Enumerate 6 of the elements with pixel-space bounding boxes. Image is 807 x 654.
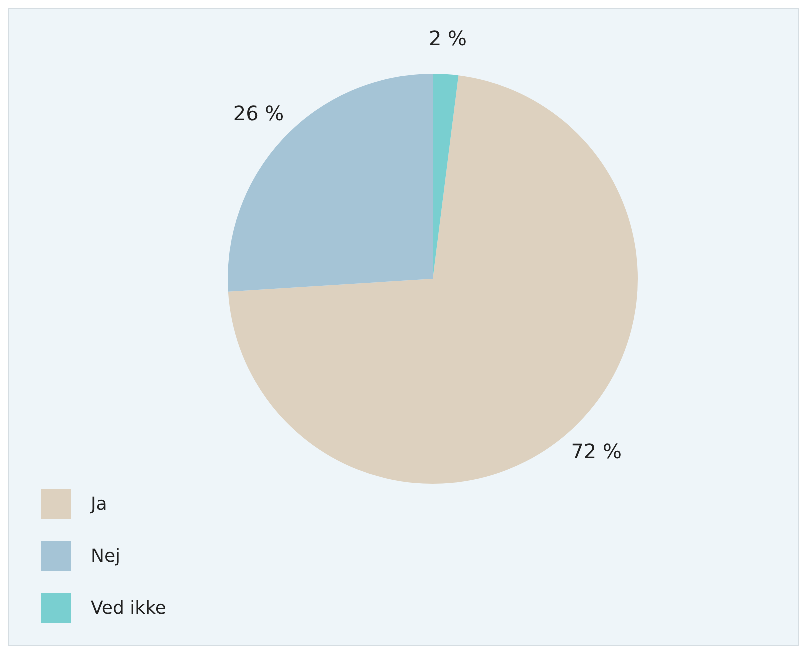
legend-label: Nej (91, 546, 121, 566)
data-label: 2 % (428, 26, 468, 51)
data-label: 72 % (571, 439, 622, 464)
data-label: 26 % (233, 102, 284, 126)
legend-label: Ved ikke (91, 598, 166, 618)
legend-label: Ja (91, 494, 108, 514)
